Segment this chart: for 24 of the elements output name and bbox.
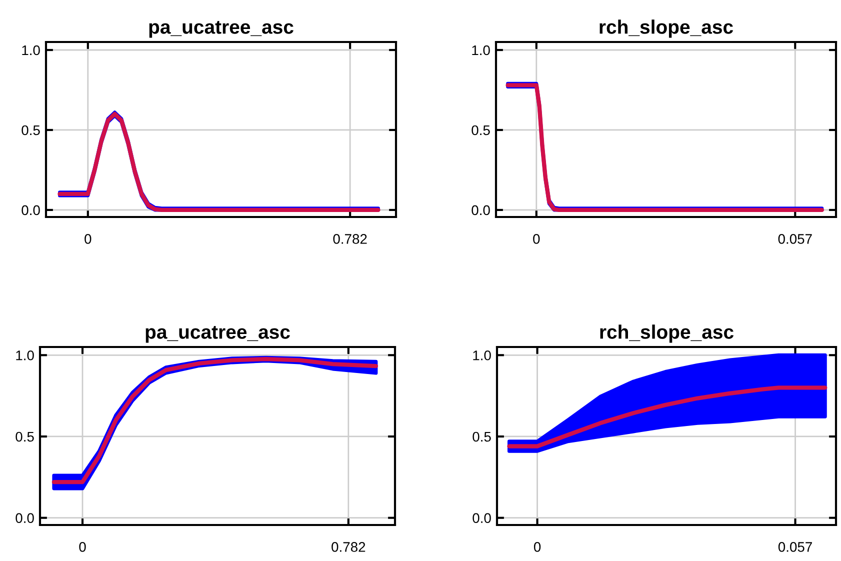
- y-tick-label: 0.5: [22, 125, 40, 136]
- chart-title: pa_ucatree_asc: [146, 326, 290, 343]
- x-tick-label: 0: [533, 234, 540, 244]
- x-tick-label: 0.057: [778, 234, 812, 244]
- y-tick-label: 1.0: [473, 350, 491, 360]
- x-tick-label: 0: [534, 542, 541, 552]
- chart-title: pa_ucatree_asc: [149, 20, 294, 38]
- y-tick-label: 1.0: [22, 45, 40, 56]
- chart-title: rch_slope_asc: [600, 324, 734, 343]
- y-tick-label: 1.0: [16, 350, 34, 360]
- x-tick-label: 0.782: [333, 234, 367, 244]
- x-tick-label: 0: [79, 542, 86, 552]
- y-tick-label: 0.0: [16, 513, 34, 524]
- y-tick-label: 0.5: [16, 432, 34, 442]
- y-tick-label: 0.5: [472, 125, 490, 136]
- x-tick-label: 0.057: [778, 542, 812, 552]
- y-tick-label: 0.0: [472, 205, 490, 216]
- x-tick-label: 0.782: [332, 542, 366, 552]
- y-tick-label: 0.0: [472, 513, 491, 524]
- chart-title: rch_slope_asc: [600, 20, 733, 38]
- y-tick-label: 0.5: [472, 432, 491, 442]
- y-tick-label: 0.0: [22, 205, 40, 216]
- y-tick-label: 1.0: [472, 45, 490, 56]
- x-tick-label: 0: [84, 234, 92, 244]
